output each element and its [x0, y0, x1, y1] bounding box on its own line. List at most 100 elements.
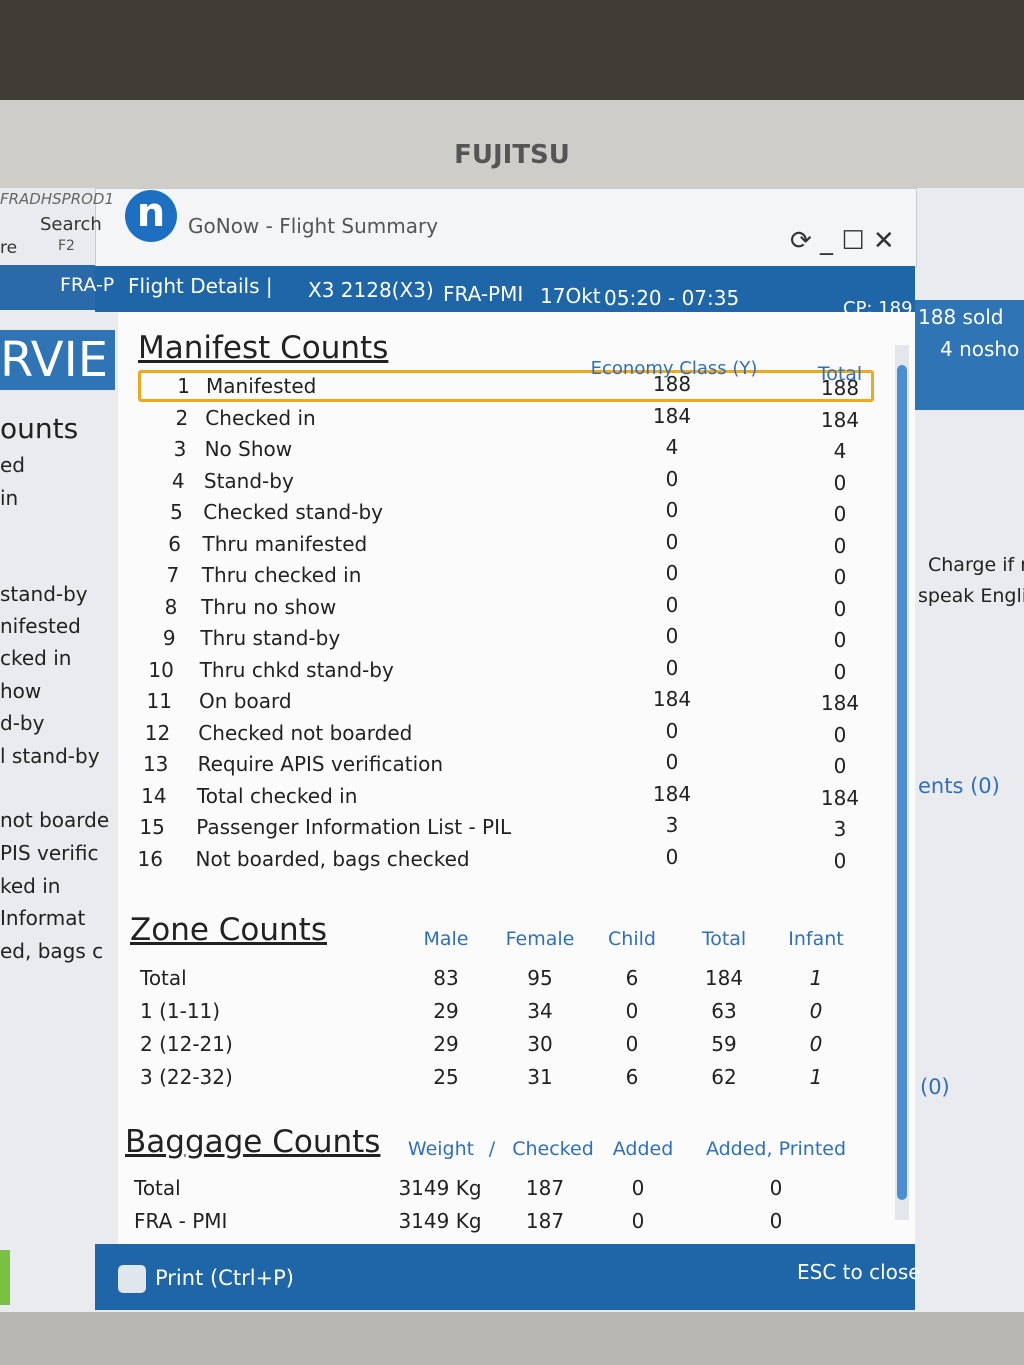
economy-count: 184 [652, 687, 692, 711]
row-label: Thru manifested [202, 531, 368, 556]
total-count: 0 [833, 659, 847, 684]
row-number: 10 [148, 657, 174, 682]
server-name: FRADHSPROD1 [0, 190, 115, 208]
close-hint[interactable]: ESC to close [797, 1260, 921, 1284]
row-number: 8 [164, 594, 178, 619]
baggage-value: 3149 Kg [398, 1176, 482, 1200]
column-header: Checked [512, 1138, 594, 1160]
right-banner [915, 300, 1024, 410]
row-number: 7 [166, 563, 180, 587]
flight-number: X3 2128(X3) [308, 278, 434, 302]
row-number: 13 [142, 752, 169, 776]
zone-count: 29 [433, 1032, 459, 1056]
column-header: Added [612, 1138, 674, 1160]
row-label: Thru checked in [201, 563, 362, 587]
baggage-label: FRA - PMI [134, 1209, 228, 1233]
window-title: GoNow - Flight Summary [188, 214, 439, 238]
economy-count: 3 [665, 813, 679, 837]
row-label: On board [199, 689, 292, 713]
row-label: Manifested [206, 374, 317, 398]
row-label: No Show [204, 437, 293, 461]
left-panel-line: l stand-by [0, 744, 100, 768]
wall [0, 0, 1024, 100]
left-panel-line: ked in [0, 874, 61, 898]
app-logo-letter: n [136, 190, 166, 236]
note-line: Charge if r [928, 554, 1024, 576]
row-number: 16 [137, 846, 163, 871]
brand-logo: FUJITSU [454, 140, 570, 170]
window-header [95, 266, 915, 312]
section-title: Zone Counts [130, 912, 327, 948]
zone-label: 3 (22-32) [140, 1065, 233, 1089]
print-button[interactable]: Print (Ctrl+P) [155, 1266, 294, 1290]
section-title: Manifest Counts [138, 330, 389, 366]
economy-count: 0 [665, 498, 679, 522]
baggage-value: 187 [525, 1209, 565, 1233]
scrollbar-thumb[interactable] [897, 365, 907, 1200]
zone-count: 62 [711, 1065, 737, 1089]
zone-count: 0 [809, 999, 823, 1023]
row-number: 4 [171, 468, 185, 493]
baggage-value: 0 [769, 1209, 783, 1233]
zone-count: 0 [809, 1032, 823, 1056]
column-header: Male [423, 928, 469, 950]
zone-count: 63 [711, 999, 737, 1023]
comments-link[interactable]: ents (0) [918, 774, 1000, 798]
economy-count: 0 [665, 529, 679, 554]
total-count: 184 [820, 691, 860, 715]
zone-count: 6 [625, 1065, 639, 1089]
window-titlebar [95, 188, 917, 268]
flight-date: 17Okt [540, 284, 601, 308]
column-header: Female [505, 928, 575, 950]
column-header: Child [608, 928, 656, 950]
flight-time: 05:20 - 07:35 [604, 286, 740, 310]
capacity: CP: 189 [843, 298, 913, 319]
total-count: 0 [833, 628, 847, 652]
economy-count: 4 [665, 435, 679, 459]
row-label: Checked in [205, 405, 316, 430]
zone-count: 34 [527, 999, 553, 1023]
row-label: Total checked in [196, 783, 358, 808]
tab-label[interactable]: FRA-P [60, 274, 115, 296]
left-panel-line: ounts [0, 412, 79, 445]
window-controls[interactable]: ⟳ _ ☐ ✕ [790, 226, 895, 256]
economy-count: 0 [665, 844, 679, 869]
total-count: 0 [833, 565, 847, 589]
total-count: 0 [833, 754, 847, 778]
row-number: 6 [168, 531, 181, 556]
row-label: Thru chkd stand-by [199, 657, 394, 682]
total-count: 0 [833, 848, 847, 873]
row-highlight [138, 370, 874, 402]
column-header: / [488, 1138, 496, 1160]
monitor-bezel-bottom [0, 1312, 1024, 1365]
zone-label: 1 (1-11) [140, 999, 221, 1023]
economy-count: 0 [665, 655, 679, 680]
section-title: Baggage Counts [125, 1124, 381, 1160]
economy-count: 184 [652, 781, 692, 806]
window-footer [95, 1244, 915, 1310]
column-header: Economy Class (Y) [590, 358, 758, 379]
economy-count: 0 [665, 750, 679, 774]
left-panel-line: in [0, 486, 19, 510]
print-icon[interactable] [118, 1265, 146, 1293]
count-link[interactable]: (0) [920, 1075, 950, 1099]
economy-count: 0 [665, 624, 679, 648]
column-header: Total [701, 928, 747, 950]
row-number: 14 [141, 783, 167, 808]
total-count: 184 [820, 407, 860, 432]
row-label: Checked stand-by [203, 500, 383, 524]
left-panel-line: ed [0, 453, 25, 477]
total-count: 4 [833, 439, 847, 463]
left-panel-line: ed, bags c [0, 939, 104, 963]
baggage-value: 0 [631, 1176, 645, 1200]
row-label: Passenger Information List - PIL [196, 815, 512, 839]
note-line: speak Englis [918, 585, 1024, 607]
zone-label: 2 (12-21) [140, 1032, 233, 1056]
row-number: 3 [173, 437, 187, 461]
column-header: Added, Printed [705, 1138, 847, 1160]
economy-count: 0 [665, 561, 679, 585]
total-count: 0 [833, 470, 847, 495]
search-button[interactable]: Search [40, 214, 102, 235]
baggage-value: 3149 Kg [398, 1209, 482, 1233]
